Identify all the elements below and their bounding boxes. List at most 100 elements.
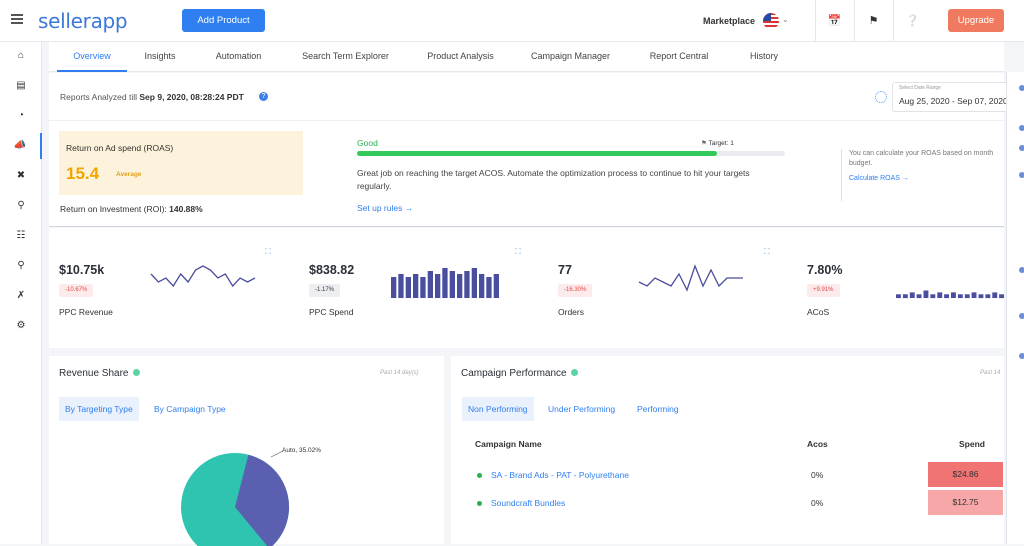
refresh-icon[interactable] [875,91,887,103]
sparkline-bar [964,294,970,299]
roi-label: Return on Investment (ROI): [60,204,167,214]
home-icon[interactable]: ⌂ [17,50,25,61]
tab-under-performing[interactable]: Under Performing [548,404,616,414]
campaign-performance-period: Past 14 [980,370,1001,376]
sparkline-bar [435,274,441,298]
tab-history[interactable]: History [749,51,778,61]
sparkline-bar [909,292,915,298]
tab-by-targeting-type[interactable]: By Targeting Type [59,397,139,421]
report-prefix: Reports Analyzed till [60,92,138,102]
status-dot-icon [570,369,578,376]
shuffle-icon[interactable]: ✖ [16,170,26,181]
date-range-picker[interactable]: Select Date Range Aug 25, 2020 - Sep 07,… [892,82,1009,112]
tab-product-analysis[interactable]: Product Analysis [427,51,494,61]
expand-icon[interactable]: ⛶ [515,247,521,256]
tab-performing[interactable]: Performing [637,404,679,414]
sparkline-bar [493,274,499,298]
roas-target: ⚑ Target: 1 [701,140,734,147]
add-product-button[interactable]: Add Product [182,9,265,32]
logo: sellerapp [38,9,128,33]
pie-label-auto: Auto, 35.02% [282,447,322,454]
campaign-name[interactable]: SA - Brand Ads - PAT - Polyurethane [491,470,629,480]
tab-campaign-manager[interactable]: Campaign Manager [530,51,611,61]
us-flag-icon[interactable] [763,13,779,29]
tools-icon[interactable]: ✗ [16,290,26,301]
roas-target-label: Target: 1 [708,140,734,147]
sparkline-bar [398,274,404,298]
sparkline-bar [923,290,929,298]
roas-card: Return on Ad spend (ROAS) 15.4 Average [59,131,303,195]
sparkline-bar [944,294,949,299]
archive-icon[interactable]: ▤ [16,80,26,91]
tab-report-central[interactable]: Report Central [649,51,709,61]
metric-label: Orders [558,307,584,317]
roas-rating: Average [116,171,142,178]
calendar-icon[interactable]: 📅 [815,0,853,42]
sparkline-line [150,265,256,288]
megaphone-icon[interactable]: 📣 [0,133,42,159]
sparkline-chart [150,265,256,288]
tab-search-term-explorer[interactable]: Search Term Explorer [302,51,389,61]
status-dot-icon [477,473,482,478]
gear-icon[interactable]: ⚙ [16,320,26,331]
campaign-name[interactable]: Soundcraft Bundles [491,498,566,508]
sparkline-bar [916,294,922,299]
sparkline-bar [978,294,984,299]
roas-progress-fill [357,151,717,156]
expand-icon[interactable]: ⛶ [764,247,770,256]
drawer-dot [1019,85,1024,91]
sparkline-line [638,264,743,292]
column-acos: Acos [807,439,828,449]
sparkline-bar [999,294,1004,299]
tab-automation[interactable]: Automation [215,51,262,61]
campaign-spend: $24.86 [928,462,1003,487]
roas-progress-bar [357,151,785,156]
tab-by-campaign-type[interactable]: By Campaign Type [154,404,226,414]
upgrade-button[interactable]: Upgrade [948,9,1004,32]
sparkline-chart [896,290,1004,299]
tab-non-performing[interactable]: Non Performing [462,397,534,421]
sparkline-bar [486,277,492,298]
info-icon[interactable]: ? [259,92,268,101]
calculate-roas-link[interactable]: Calculate ROAS → [849,175,909,182]
campaign-performance-panel: Campaign Performance Past 14 Non Perform… [451,356,1004,544]
metric-card: $10.75k -10.67% PPC Revenue ⛶ [49,228,299,348]
document-icon[interactable]: ☷ [16,230,26,241]
key-icon[interactable]: ⚲ [17,260,25,271]
column-spend: Spend [959,439,985,449]
roas-title: Return on Ad spend (ROAS) [66,143,174,153]
revenue-pie-chart [181,451,290,546]
side-drawer-edge[interactable] [1006,72,1024,544]
help-icon[interactable]: ❔ [893,0,931,42]
metric-value: 7.80% [807,263,843,277]
drawer-dot [1019,172,1024,178]
chevron-down-icon[interactable]: ⌄ [782,15,789,24]
campaign-performance-title: Campaign Performance [461,368,578,379]
revenue-share-panel: Revenue Share Past 14 day(s) By Targetin… [49,356,444,546]
metric-label: ACoS [807,307,830,317]
metrics-row: $10.75k -10.67% PPC Revenue ⛶ $838.82 -1.17% P… [49,228,1004,348]
report-timestamp: Sep 9, 2020, 08:28:24 PDT [139,92,244,102]
sparkline-bar [937,292,943,298]
top-bar: sellerapp Add Product Marketplace ⌄ 📅 ⚑ … [0,0,1024,42]
tab-insights[interactable]: Insights [144,51,176,61]
tab-overview[interactable]: Overview [57,42,127,72]
pie-chart-icon[interactable]: ◔ [17,110,25,121]
roas-section: Return on Ad spend (ROAS) 15.4 Average R… [49,121,1004,227]
marketplace-label[interactable]: Marketplace [703,16,756,26]
column-campaign-name: Campaign Name [475,439,542,449]
main-tabs: Overview Insights Automation Search Term… [49,42,1004,72]
search-icon[interactable]: ⚲ [17,200,25,211]
menu-icon[interactable] [11,14,23,24]
metric-change-badge: +9.91% [807,284,840,297]
drawer-dot [1019,125,1024,131]
metric-change-badge: -10.67% [59,284,94,297]
flag-message-icon[interactable]: ⚑ [854,0,892,42]
roas-status: Good [357,138,378,148]
expand-icon[interactable]: ⛶ [265,247,271,256]
roas-message: Great job on reaching the target ACOS. A… [357,168,750,191]
revenue-share-period: Past 14 day(s) [380,370,419,376]
roas-calc-tip: You can calculate your ROAS based on mon… [841,149,1004,201]
date-range-value: Aug 25, 2020 - Sep 07, 2020 [899,96,1008,106]
set-up-rules-link[interactable]: Set up rules → [357,203,414,213]
